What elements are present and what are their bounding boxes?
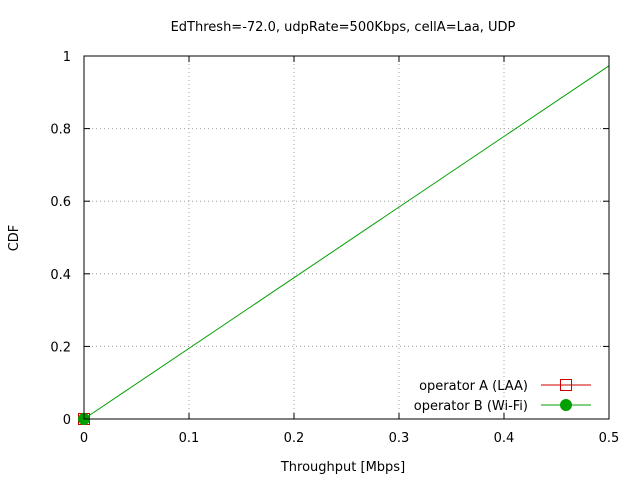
y-tick-label: 0.2 xyxy=(50,340,71,355)
x-tick-label: 0.2 xyxy=(284,431,305,446)
x-tick-label: 0.1 xyxy=(179,431,200,446)
x-axis-ticks: 0 0.1 0.2 0.3 0.4 0.5 xyxy=(80,56,619,446)
series-2 xyxy=(78,65,610,425)
legend: operator A (LAA) operator B (Wi-Fi) xyxy=(414,379,591,414)
grid-lines xyxy=(84,56,609,419)
x-axis-label: Throughput [Mbps] xyxy=(280,460,405,475)
series-line xyxy=(83,65,610,420)
x-tick-label: 0.3 xyxy=(389,431,410,446)
x-tick-label: 0 xyxy=(80,431,88,446)
legend-label: operator B (Wi-Fi) xyxy=(414,399,528,414)
legend-entry: operator B (Wi-Fi) xyxy=(414,399,591,414)
chart-title: EdThresh=-72.0, udpRate=500Kbps, cellA=L… xyxy=(171,20,516,35)
y-tick-label: 0 xyxy=(63,413,71,428)
plot-frame xyxy=(83,55,610,420)
y-tick-label: 0.4 xyxy=(50,268,71,283)
x-tick-label: 0.5 xyxy=(599,431,620,446)
y-tick-label: 0.6 xyxy=(50,195,71,210)
x-tick-label: 0.4 xyxy=(494,431,515,446)
y-tick-label: 1 xyxy=(63,50,71,65)
y-axis-ticks: 0 0.2 0.4 0.6 0.8 1 xyxy=(50,50,609,428)
plot-series xyxy=(78,65,610,425)
legend-marker xyxy=(560,379,572,391)
y-tick-label: 0.8 xyxy=(50,123,71,138)
legend-label: operator A (LAA) xyxy=(419,379,528,394)
legend-entry: operator A (LAA) xyxy=(419,379,591,394)
y-axis-label: CDF xyxy=(7,225,22,252)
legend-marker xyxy=(560,399,572,411)
